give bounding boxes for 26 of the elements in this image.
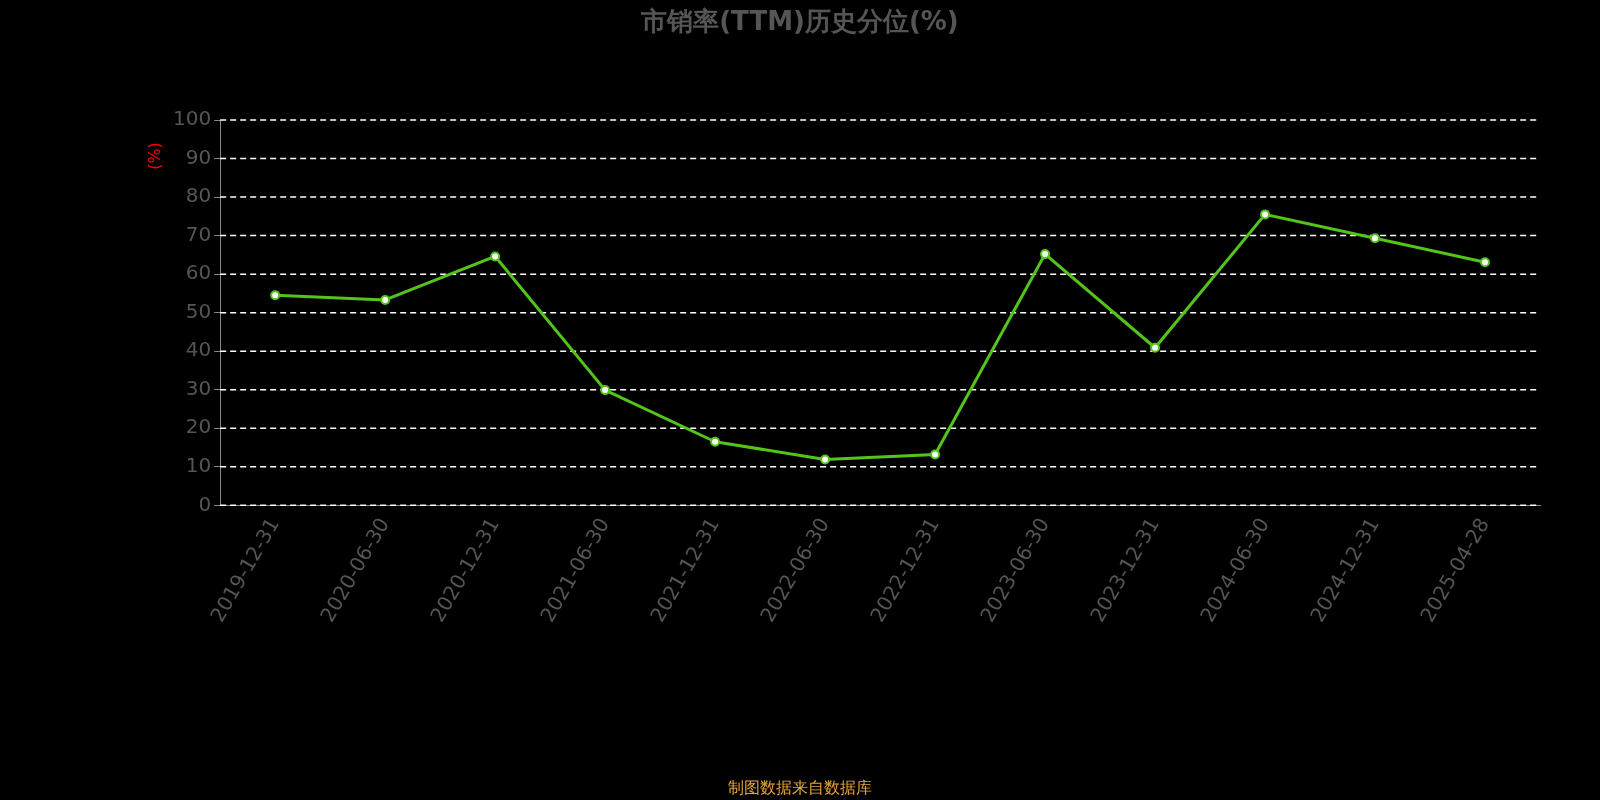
point <box>820 454 831 465</box>
y-tick-label: 0 <box>198 491 212 516</box>
point <box>600 385 611 396</box>
text: 制图数据来自数据库 <box>728 778 872 798</box>
point <box>490 251 501 262</box>
point <box>1040 249 1051 260</box>
point <box>1260 209 1271 220</box>
point <box>1150 342 1161 353</box>
point <box>930 449 941 460</box>
y-tick-label: 20 <box>185 414 212 439</box>
point <box>1480 257 1491 268</box>
point <box>380 294 391 305</box>
y-tick-label: 100 <box>172 106 212 131</box>
y-tick-label: 70 <box>185 221 212 246</box>
point <box>1370 233 1381 244</box>
point <box>710 436 721 447</box>
y-tick-label: 80 <box>185 183 212 208</box>
y-axis-title: (%) <box>145 142 165 170</box>
y-tick-label: 10 <box>185 453 212 478</box>
y-tick-label: 60 <box>185 260 212 285</box>
chart-title: 市销率(TTM)历史分位(%) <box>640 5 959 36</box>
y-tick-label: 40 <box>185 337 212 362</box>
y-tick-label: 30 <box>185 375 212 400</box>
y-tick-label: 50 <box>185 298 212 323</box>
y-tick-label: 90 <box>185 144 212 169</box>
point <box>270 290 281 301</box>
